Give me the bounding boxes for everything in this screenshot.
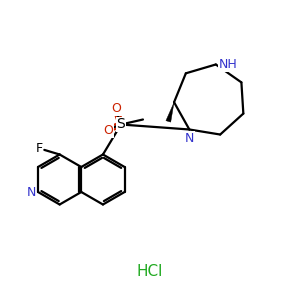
Text: O: O xyxy=(111,102,121,115)
Text: S: S xyxy=(117,118,125,131)
Text: F: F xyxy=(36,142,43,155)
Text: O: O xyxy=(103,124,113,137)
Text: NH: NH xyxy=(218,58,237,71)
Text: N: N xyxy=(185,132,194,145)
Text: HCl: HCl xyxy=(137,265,163,280)
Text: N: N xyxy=(26,185,36,199)
Polygon shape xyxy=(166,102,174,122)
